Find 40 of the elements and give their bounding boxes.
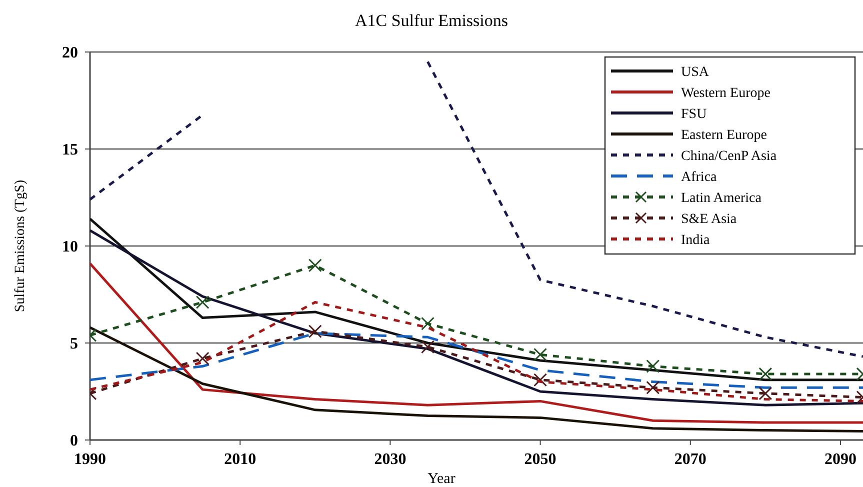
legend-label: Western Europe bbox=[681, 86, 770, 101]
line-series bbox=[90, 262, 863, 424]
point bbox=[420, 316, 434, 330]
point bbox=[758, 386, 772, 400]
line-series bbox=[90, 229, 863, 406]
x-tick-label: 1990 bbox=[74, 451, 106, 468]
point bbox=[420, 340, 434, 354]
point bbox=[308, 258, 322, 272]
y-axis-title: Sulfur Emissions (TgS) bbox=[13, 180, 28, 312]
point bbox=[534, 373, 548, 387]
x-tick-label: 2050 bbox=[524, 451, 556, 468]
y-tick-label: 5 bbox=[70, 336, 78, 353]
legend-label: FSU bbox=[681, 106, 707, 122]
x-tick-label: 2070 bbox=[674, 451, 706, 468]
legend-label: Africa bbox=[681, 170, 718, 185]
point bbox=[308, 324, 322, 338]
y-tick-label: 15 bbox=[62, 142, 78, 159]
point bbox=[534, 348, 548, 362]
y-tick-label: 20 bbox=[62, 44, 78, 62]
legend-label: USA bbox=[681, 64, 710, 80]
x-tick-label: 2010 bbox=[224, 451, 256, 468]
legend-label: Eastern Europe bbox=[681, 128, 767, 143]
x-tick-label: 2030 bbox=[374, 451, 406, 468]
line-series bbox=[90, 332, 863, 389]
point bbox=[196, 296, 210, 310]
legend-label: China/CenP Asia bbox=[681, 148, 778, 164]
legend-label: India bbox=[681, 232, 711, 248]
legend-label: S&E Asia bbox=[681, 212, 738, 227]
line-series bbox=[90, 301, 863, 402]
point bbox=[758, 367, 772, 381]
y-tick-label: 10 bbox=[62, 238, 78, 256]
point bbox=[646, 380, 660, 394]
point bbox=[196, 352, 210, 366]
x-tick-label: 2090 bbox=[824, 451, 856, 468]
y-tick-label: 0 bbox=[70, 432, 78, 450]
chart-title: A1C Sulfur Emissions bbox=[354, 11, 508, 30]
legend-label: Latin America bbox=[681, 190, 762, 206]
point bbox=[646, 360, 660, 374]
line-series bbox=[90, 326, 863, 433]
x-axis-title: Year bbox=[428, 471, 456, 487]
